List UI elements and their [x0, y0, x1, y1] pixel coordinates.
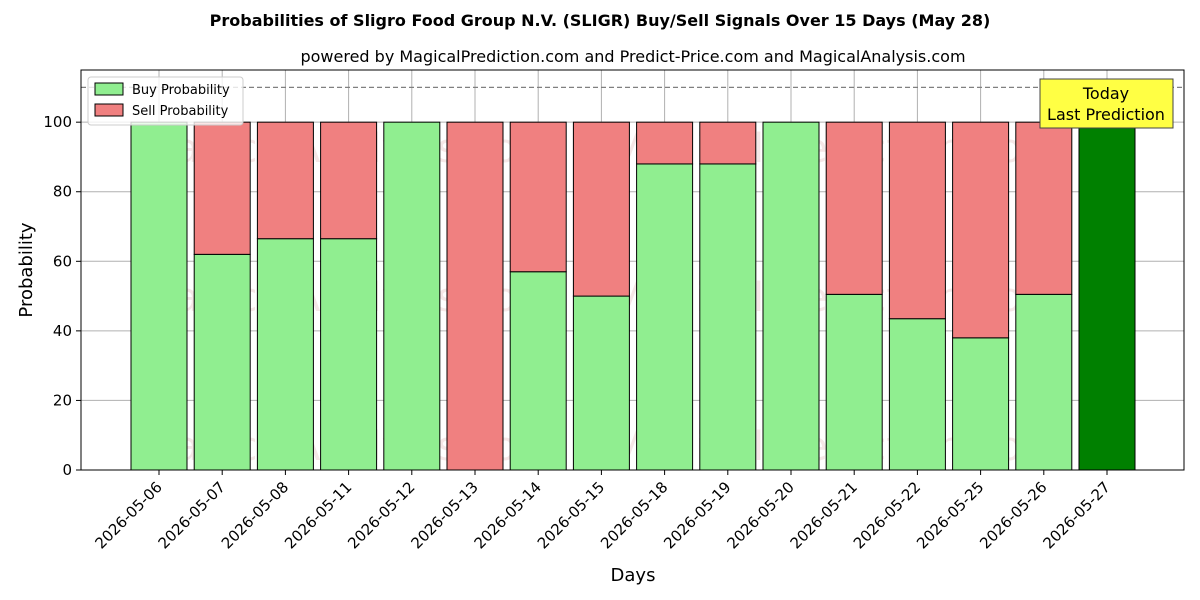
bar-sell [888, 121, 946, 320]
bar-buy [383, 121, 441, 471]
legend: Buy Probability Sell Probability [87, 76, 244, 126]
bar-buy [130, 121, 188, 471]
bar-sell [952, 121, 1010, 339]
y-tick-label: 60 [53, 252, 72, 270]
x-tick-label: 2026-05-12 [344, 478, 418, 552]
x-axis: 2026-05-062026-05-072026-05-082026-05-11… [91, 470, 1114, 552]
bar-sell [509, 121, 567, 273]
x-tick-label: 2026-05-21 [787, 478, 861, 552]
bar-buy [320, 238, 378, 471]
bar-sell [636, 121, 694, 165]
x-tick-label: 2026-05-22 [850, 478, 924, 552]
legend-swatch-sell [94, 103, 124, 117]
legend-label-sell: Sell Probability [132, 104, 229, 119]
x-tick-label: 2026-05-20 [723, 478, 797, 552]
x-tick-label: 2026-05-15 [534, 478, 608, 552]
today-annotation-box [1039, 78, 1174, 129]
bar-sell [1015, 121, 1073, 295]
plot-frame [80, 69, 1185, 471]
bar-buy [509, 271, 567, 471]
x-axis-label: Days [611, 565, 656, 586]
bar-buy [1015, 293, 1073, 471]
y-tick-label: 40 [53, 322, 72, 340]
legend-swatch-buy [94, 82, 124, 96]
legend-label-buy: Buy Probability [132, 83, 230, 98]
x-tick-label: 2026-05-27 [1039, 478, 1113, 552]
x-tick-label: 2026-05-18 [597, 478, 671, 552]
today-annotation-line1: Today [1082, 84, 1129, 103]
bar-sell [699, 121, 757, 165]
legend-box [87, 76, 244, 126]
y-tick-label: 0 [62, 461, 72, 479]
bar-buy [762, 121, 820, 471]
bar-sell [572, 121, 630, 297]
bar-buy [699, 163, 757, 471]
x-tick-label: 2026-05-26 [976, 478, 1050, 552]
x-tick-label: 2026-05-19 [660, 478, 734, 552]
today-annotation: Today Last Prediction [1039, 78, 1174, 129]
bar-sell [825, 121, 883, 295]
x-tick-label: 2026-05-08 [218, 478, 292, 552]
bar-buy [256, 238, 314, 471]
bar-buy [888, 318, 946, 471]
y-tick-label: 20 [53, 391, 72, 409]
bar-sell [446, 121, 504, 471]
x-tick-label: 2026-05-07 [155, 478, 229, 552]
y-axis-label: Probability [16, 222, 37, 317]
y-tick-label: 80 [53, 183, 72, 201]
x-tick-label: 2026-05-13 [407, 478, 481, 552]
bar-buy [952, 337, 1010, 471]
bar-sell [256, 121, 314, 240]
bar-buy [636, 163, 694, 471]
x-tick-label: 2026-05-06 [91, 478, 165, 552]
bar-sell [193, 121, 251, 255]
chart-subtitle: powered by MagicalPrediction.com and Pre… [300, 47, 965, 66]
y-axis: 0 20 40 60 80 100 [43, 113, 81, 479]
today-annotation-line2: Last Prediction [1047, 105, 1165, 124]
bar-buy [1078, 121, 1136, 471]
bars [130, 121, 1136, 471]
bar-buy [825, 293, 883, 471]
x-tick-label: 2026-05-11 [281, 478, 355, 552]
y-tick-label: 100 [43, 113, 72, 131]
x-tick-label: 2026-05-14 [471, 478, 545, 552]
bar-buy [572, 295, 630, 471]
bar-buy [193, 253, 251, 471]
chart-title: Probabilities of Sligro Food Group N.V. … [210, 11, 991, 30]
bar-sell [320, 121, 378, 240]
x-tick-label: 2026-05-25 [913, 478, 987, 552]
